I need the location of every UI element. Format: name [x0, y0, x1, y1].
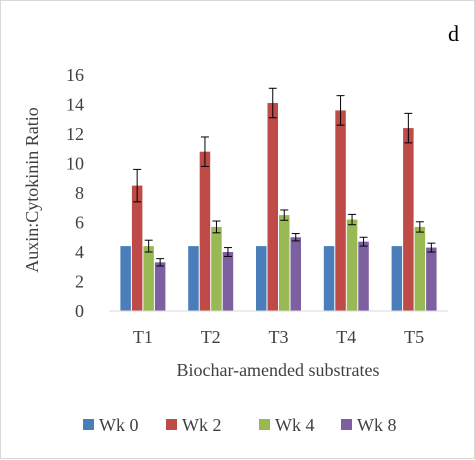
bar	[143, 246, 154, 311]
y-tick-label: 0	[75, 301, 84, 321]
y-axis-title: Auxin:Cytokinin Ratio	[22, 107, 42, 273]
y-tick-label: 2	[75, 272, 84, 292]
y-axis-ticks: 0 2 4 6 8 10 12 14 16	[66, 65, 84, 321]
bar	[426, 247, 437, 311]
legend-label: Wk 0	[99, 415, 139, 435]
x-tick-label: T3	[269, 327, 289, 347]
y-tick-label: 10	[66, 154, 84, 174]
bar	[414, 226, 426, 311]
bar	[222, 252, 234, 311]
x-tick-label: T2	[201, 327, 221, 347]
y-tick-label: 14	[66, 95, 84, 115]
error-bars	[133, 87, 436, 267]
legend-swatch	[166, 419, 177, 430]
x-axis-title: Biochar-amended substrates	[176, 360, 379, 380]
bar	[120, 246, 131, 311]
legend: Wk 0 Wk 2 Wk 4 Wk 8	[83, 415, 397, 435]
legend-label: Wk 2	[182, 415, 222, 435]
bar	[358, 241, 369, 311]
x-tick-label: T5	[404, 327, 424, 347]
legend-swatch	[259, 419, 270, 430]
bar	[290, 237, 301, 311]
bar	[256, 246, 267, 311]
y-tick-label: 12	[66, 124, 84, 144]
bar	[279, 215, 290, 311]
bars	[120, 103, 437, 312]
legend-swatch	[83, 419, 94, 430]
x-tick-label: T4	[336, 327, 356, 347]
legend-label: Wk 8	[357, 415, 397, 435]
x-tick-label: T1	[133, 327, 153, 347]
bar	[346, 219, 358, 311]
bar	[335, 110, 346, 312]
bar	[188, 246, 199, 311]
panel-label: d	[448, 21, 459, 46]
bar	[391, 246, 403, 311]
legend-label: Wk 4	[275, 415, 315, 435]
bar	[154, 262, 166, 311]
bar	[403, 128, 414, 311]
y-tick-label: 6	[75, 213, 84, 233]
bar	[211, 226, 222, 311]
legend-swatch	[341, 419, 352, 430]
bar	[267, 103, 278, 312]
bar	[199, 151, 211, 311]
y-tick-label: 4	[75, 242, 84, 262]
y-tick-label: 8	[75, 183, 84, 203]
bar	[323, 246, 335, 311]
x-axis-ticks: T1 T2 T3 T4 T5	[133, 327, 424, 347]
y-tick-label: 16	[66, 65, 84, 85]
bar	[131, 185, 143, 311]
